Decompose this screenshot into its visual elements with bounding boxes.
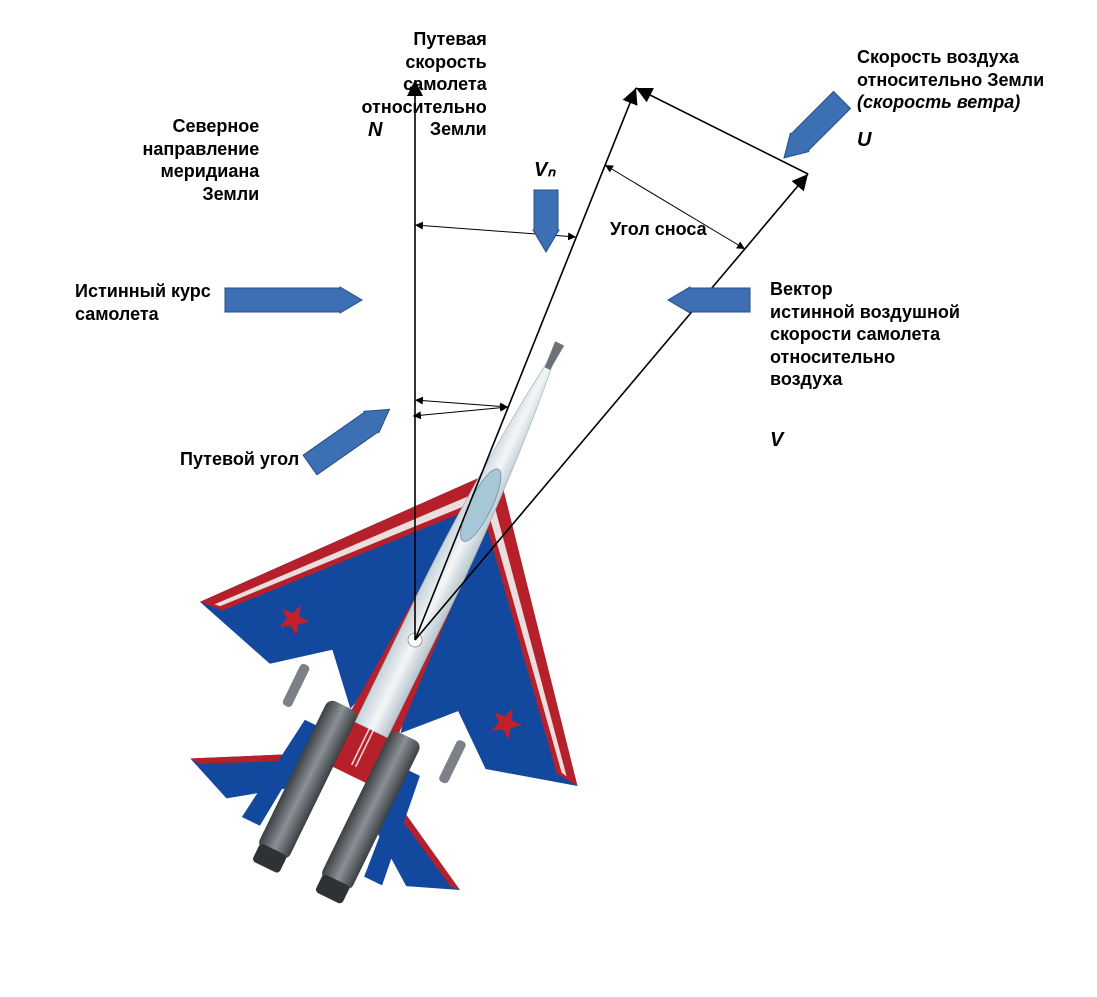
symbol-V: V — [770, 428, 783, 453]
pointer-Vp_arrow — [533, 190, 559, 252]
label-drift: Угол сноса — [610, 218, 707, 241]
aircraft-shape — [108, 251, 749, 974]
label-Vp: Путевая скорость самолета относительно З… — [361, 28, 486, 141]
vector-U — [636, 88, 808, 174]
label-track: Путевой угол — [180, 448, 299, 471]
pointer-track — [303, 399, 397, 476]
angle-track_angle1 — [415, 400, 508, 407]
label-course: Истинный курс самолета — [75, 280, 211, 325]
label-north: Северное направление меридиана Земли — [143, 115, 260, 205]
angle-track_angle2 — [413, 407, 508, 416]
vector-Vp — [415, 88, 636, 640]
pointer-U_arrow — [775, 91, 851, 167]
symbol-Vp: Vₙ — [534, 158, 555, 183]
pointer-course — [225, 287, 362, 313]
pointer-V_vec — [668, 287, 750, 313]
symbol-U: U — [857, 128, 871, 153]
label-U: Скорость воздуха относительно Земли (ско… — [857, 46, 1044, 114]
diagram-canvas: Северное направление меридиана ЗемлиNПут… — [0, 0, 1097, 997]
vector-V — [415, 174, 808, 640]
label-V: Вектор истинной воздушной скорости самол… — [770, 278, 960, 391]
